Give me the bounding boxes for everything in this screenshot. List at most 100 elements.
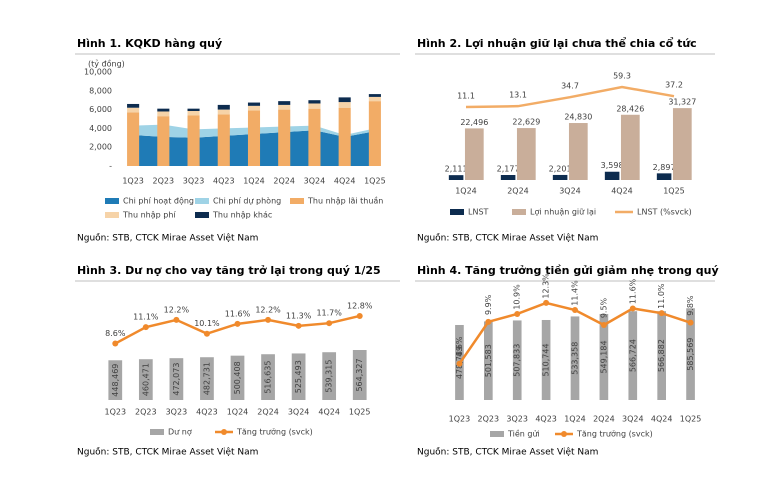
legend-label: Chi phí dự phòng <box>213 196 281 207</box>
bar-label: 564,327 <box>355 358 364 391</box>
y-tick-label: 6,000 <box>89 105 112 114</box>
x-tick-label: 2Q23 <box>478 415 500 424</box>
bar-label: 2,111 <box>445 165 468 174</box>
bar <box>217 104 230 110</box>
legend-swatch <box>195 212 209 218</box>
x-tick-label: 3Q23 <box>506 415 528 424</box>
bar-label: 533,358 <box>571 342 580 375</box>
y-tick-label: 4,000 <box>89 124 112 133</box>
bar <box>200 357 214 400</box>
bar <box>628 311 638 400</box>
marker <box>485 318 492 325</box>
bar <box>686 308 695 400</box>
x-tick-label: 1Q24 <box>227 408 249 417</box>
bar-label: 566,882 <box>657 339 666 372</box>
line-label: 11.4% <box>571 280 580 306</box>
bar-label: 525,493 <box>294 360 303 393</box>
marker <box>142 324 149 331</box>
line-label: 10.9% <box>513 284 522 310</box>
bar <box>448 175 464 180</box>
x-tick-label: 1Q23 <box>449 415 471 424</box>
bar-label: 22,629 <box>512 118 540 127</box>
bar <box>338 107 351 166</box>
legend-label: LNST <box>468 208 489 217</box>
marker <box>112 340 119 347</box>
x-tick-label: 1Q25 <box>364 177 386 186</box>
marker <box>203 330 210 337</box>
bar <box>599 313 609 400</box>
bar <box>157 116 170 166</box>
bar-label: 2,897 <box>653 163 676 172</box>
marker <box>356 312 363 319</box>
bar <box>464 128 484 180</box>
line-label: 11.0% <box>657 283 666 309</box>
source: Nguồn: STB, CTCK Mirae Asset Việt Nam <box>417 233 598 244</box>
bar <box>512 320 522 400</box>
legend-swatch <box>150 429 164 435</box>
bar <box>108 360 123 400</box>
marker <box>658 310 665 317</box>
bar-label: 501,583 <box>484 344 493 377</box>
x-tick-label: 3Q24 <box>559 187 581 196</box>
bar <box>308 100 321 104</box>
line-label: 11.1 <box>457 92 475 101</box>
y-tick-label: - <box>109 162 112 171</box>
bar <box>552 174 568 180</box>
bar-label: 31,327 <box>668 98 696 107</box>
chart-title: Hình 1. KQKD hàng quý <box>77 37 222 50</box>
marker <box>295 322 302 329</box>
bar <box>247 102 261 106</box>
bar <box>157 108 170 112</box>
legend-label: Tăng trưởng (svck) <box>236 427 313 437</box>
legend-swatch <box>512 209 526 215</box>
bar-label: 22,496 <box>460 118 488 127</box>
bar-label: 507,833 <box>513 344 522 377</box>
source: Nguồn: STB, CTCK Mirae Asset Việt Nam <box>77 447 258 458</box>
legend-label: Thu nhập lãi thuần <box>307 196 383 207</box>
bar <box>157 111 170 117</box>
x-tick-label: 1Q24 <box>243 177 265 186</box>
x-tick-label: 2Q24 <box>273 177 295 186</box>
x-tick-label: 3Q24 <box>288 408 310 417</box>
marker <box>543 299 550 306</box>
x-tick-label: 2Q24 <box>507 187 529 196</box>
bar <box>352 350 367 400</box>
x-tick-label: 4Q24 <box>651 415 673 424</box>
bar <box>278 104 291 110</box>
legend-label: Thu nhập khác <box>212 211 272 221</box>
line <box>465 85 675 109</box>
x-tick-label: 1Q23 <box>122 177 144 186</box>
legend-marker <box>221 429 227 435</box>
x-tick-label: 2Q23 <box>153 177 175 186</box>
bar-label: 24,830 <box>564 113 592 122</box>
line-label: 4.6% <box>455 336 464 357</box>
line-label: 10.1% <box>194 319 220 328</box>
bar-label: 482,731 <box>202 362 211 395</box>
bar <box>278 109 291 166</box>
bar <box>368 101 381 166</box>
bar <box>604 171 620 180</box>
x-tick-label: 3Q23 <box>183 177 205 186</box>
bar <box>484 321 493 400</box>
line-label: 8.6% <box>105 329 126 338</box>
bar <box>338 97 351 103</box>
line-label: 37.2 <box>665 81 683 90</box>
x-tick-label: 4Q23 <box>213 177 235 186</box>
line-label: 11.6% <box>628 278 637 304</box>
line-label: 9.5% <box>599 297 608 318</box>
legend-swatch <box>450 209 464 215</box>
bar <box>261 354 275 400</box>
bar <box>127 107 140 113</box>
bar <box>322 352 337 400</box>
x-tick-label: 4Q24 <box>334 177 356 186</box>
marker <box>629 305 636 312</box>
bar <box>138 359 153 400</box>
bar <box>187 108 200 112</box>
y-axis-label: (tỷ đồng) <box>88 59 125 69</box>
bar <box>620 114 640 180</box>
bar <box>187 115 200 166</box>
x-tick-label: 4Q24 <box>318 408 340 417</box>
x-tick-label: 4Q24 <box>611 187 633 196</box>
